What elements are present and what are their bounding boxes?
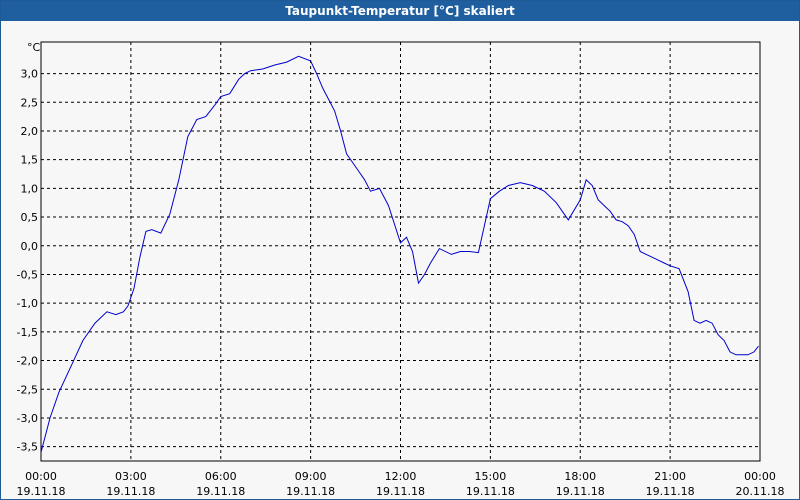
y-tick-label: 0,5 <box>21 211 39 224</box>
y-tick-label: -1,0 <box>17 297 38 310</box>
x-axis-ticks: 00:00 19.11.18 03:00 19.11.18 06:00 19.11.18 0… <box>17 470 785 498</box>
x-tick-time-label: 03:00 <box>115 470 147 483</box>
x-tick-date-label: 19.11.18 <box>17 485 66 498</box>
y-axis-ticks: 3,0 2,5 2,0 1,5 1,0 0,5 0,0 -0,5 -1,0 -1,5 -2,0 -2,… <box>17 68 38 454</box>
y-tick-label: -3,5 <box>17 441 38 454</box>
x-tick-time-label: 12:00 <box>385 470 417 483</box>
y-tick-label: -0,5 <box>17 268 38 281</box>
y-tick-label: 2,0 <box>21 125 39 138</box>
x-tick-time-label: 00:00 <box>25 470 57 483</box>
y-tick-label: 0,0 <box>21 240 39 253</box>
grid <box>41 42 760 461</box>
y-tick-label: 1,0 <box>21 182 39 195</box>
y-tick-label: -3,0 <box>17 412 38 425</box>
series-line <box>40 55 759 453</box>
chart-title: Taupunkt-Temperatur [°C] skaliert <box>1 1 799 21</box>
x-tick-time-label: 09:00 <box>295 470 327 483</box>
x-tick-date-label: 19.11.18 <box>286 485 335 498</box>
y-tick-label: 2,5 <box>21 96 39 109</box>
x-tick-time-label: 00:00 <box>744 470 776 483</box>
x-tick-time-label: 15:00 <box>475 470 507 483</box>
x-tick-time-label: 18:00 <box>564 470 596 483</box>
y-tick-label: -2,0 <box>17 355 38 368</box>
y-axis-unit-label: °C <box>27 41 41 54</box>
x-tick-date-label: 20.11.18 <box>736 485 785 498</box>
x-tick-date-label: 19.11.18 <box>556 485 605 498</box>
x-tick-date-label: 19.11.18 <box>196 485 245 498</box>
x-tick-date-label: 19.11.18 <box>376 485 425 498</box>
y-tick-label: -1,5 <box>17 326 38 339</box>
plot-area <box>40 41 761 462</box>
y-tick-label: 1,5 <box>21 154 39 167</box>
y-tick-label: -2,5 <box>17 383 38 396</box>
x-tick-date-label: 19.11.18 <box>106 485 155 498</box>
x-tick-date-label: 19.11.18 <box>466 485 515 498</box>
x-tick-time-label: 21:00 <box>654 470 686 483</box>
x-tick-date-label: 19.11.18 <box>646 485 695 498</box>
x-tick-time-label: 06:00 <box>205 470 237 483</box>
y-tick-label: 3,0 <box>21 68 39 81</box>
